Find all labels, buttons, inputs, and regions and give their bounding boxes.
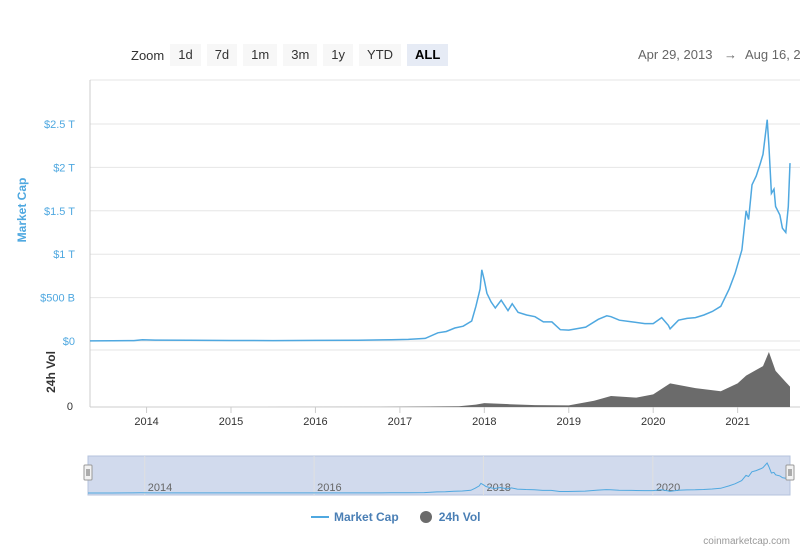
legend-label-volume: 24h Vol bbox=[438, 510, 481, 524]
zoom-3m-button[interactable]: 3m bbox=[283, 44, 318, 66]
zoom-1m-button[interactable]: 1m bbox=[243, 44, 278, 66]
x-tick-label: 2019 bbox=[557, 416, 581, 428]
navigator: 2014 2016 2018 2020 bbox=[83, 455, 795, 496]
y-tick-label: $1.5 T bbox=[44, 206, 75, 218]
navigator-tick-label: 2020 bbox=[656, 482, 680, 494]
x-tick-label: 2015 bbox=[219, 416, 243, 428]
y-tick-label: $1 T bbox=[53, 249, 75, 261]
x-tick-label: 2020 bbox=[641, 416, 665, 428]
y-tick-label: $0 bbox=[63, 336, 75, 348]
zoom-1y-button[interactable]: 1y bbox=[323, 44, 354, 66]
legend-label-market-cap: Market Cap bbox=[334, 510, 399, 524]
navigator-left-handle[interactable] bbox=[83, 464, 93, 481]
legend-dot-icon bbox=[419, 511, 432, 523]
navigator-selection bbox=[87, 455, 791, 496]
zoom-all-button[interactable]: ALL bbox=[407, 44, 449, 66]
zoom-bar: Zoom 1d 7d 1m 3m 1y YTD ALL bbox=[131, 44, 454, 66]
market-cap-line bbox=[89, 119, 791, 342]
navigator-tick-label: 2016 bbox=[317, 482, 341, 494]
market-cap-series bbox=[89, 119, 791, 342]
y-tick-label: $500 B bbox=[40, 293, 75, 305]
legend-item-volume[interactable]: 24h Vol bbox=[419, 510, 481, 524]
range-to-input[interactable]: Aug 16, 2 bbox=[745, 47, 800, 62]
navigator-right-handle[interactable] bbox=[785, 464, 795, 481]
navigator-tick-label: 2014 bbox=[148, 482, 172, 494]
navigator-series-line bbox=[88, 462, 791, 494]
y-axis-label: Market Cap bbox=[15, 178, 29, 243]
zoom-1d-button[interactable]: 1d bbox=[170, 44, 201, 66]
range-from-input[interactable]: Apr 29, 2013 bbox=[638, 47, 713, 62]
zoom-label: Zoom bbox=[131, 47, 165, 63]
y-axis-ticks: $0 $500 B $1 T $1.5 T $2 T $2.5 T bbox=[40, 119, 75, 348]
x-tick-label: 2014 bbox=[134, 416, 158, 428]
x-axis-ticks: 2014 2015 2016 2017 2018 2019 2020 2021 bbox=[134, 407, 750, 428]
y-tick-label: $2 T bbox=[53, 162, 75, 174]
credit-text: coinmarketcap.com bbox=[703, 536, 790, 547]
legend: Market Cap 24h Vol bbox=[310, 510, 500, 524]
range-arrow: → bbox=[724, 47, 737, 62]
y-tick-label: $2.5 T bbox=[44, 119, 75, 131]
x-tick-label: 2021 bbox=[725, 416, 749, 428]
zoom-7d-button[interactable]: 7d bbox=[206, 44, 238, 66]
gridlines bbox=[89, 79, 800, 408]
legend-item-market-cap[interactable]: Market Cap bbox=[310, 510, 399, 524]
volume-area bbox=[90, 352, 790, 407]
x-tick-label: 2018 bbox=[472, 416, 496, 428]
zoom-ytd-button[interactable]: YTD bbox=[359, 44, 402, 66]
volume-axis-label: 24h Vol bbox=[44, 351, 58, 393]
x-tick-label: 2016 bbox=[303, 416, 327, 428]
volume-axis-tick: 0 bbox=[67, 401, 73, 413]
volume-series bbox=[90, 352, 790, 407]
x-tick-label: 2017 bbox=[388, 416, 412, 428]
